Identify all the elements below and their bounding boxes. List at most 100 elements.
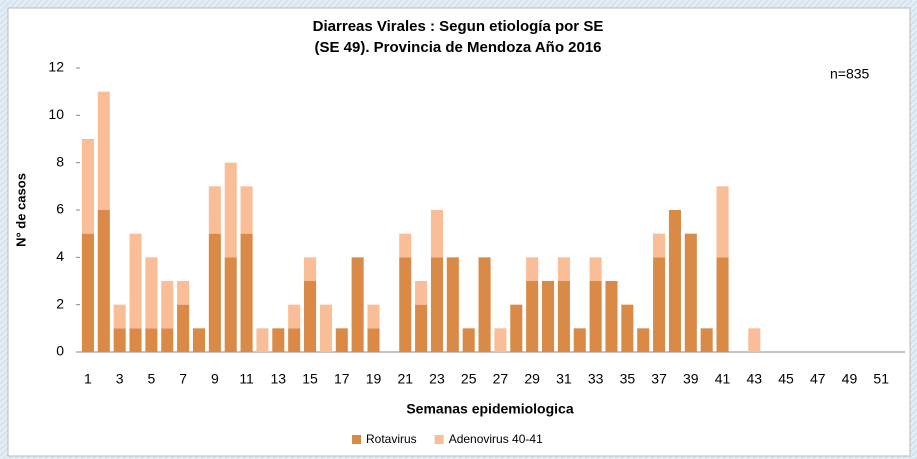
x-tick-label: 27	[493, 371, 509, 387]
x-tick-label: 17	[334, 371, 350, 387]
y-tick-label: 6	[56, 201, 64, 217]
bar	[653, 233, 666, 258]
bar	[304, 281, 317, 352]
x-tick-label: 1	[84, 371, 92, 387]
bar	[335, 328, 348, 352]
bar	[510, 304, 523, 352]
bar	[430, 257, 443, 352]
bar	[542, 281, 555, 352]
annotation: n=835	[830, 66, 870, 82]
bar	[446, 257, 459, 352]
bar	[224, 162, 237, 258]
x-tick-label: 33	[588, 371, 604, 387]
x-tick-label: 29	[524, 371, 540, 387]
bar	[192, 328, 206, 352]
bar	[367, 328, 380, 352]
bar	[272, 328, 285, 352]
bar	[319, 304, 332, 352]
bar	[478, 257, 491, 352]
bar	[494, 328, 507, 352]
bar	[399, 233, 412, 258]
x-tick-label: 45	[778, 371, 794, 387]
x-tick-label: 13	[271, 371, 287, 387]
x-tick-label: 19	[366, 371, 382, 387]
x-tick-label: 9	[211, 371, 219, 387]
bar	[97, 91, 110, 210]
bar	[113, 328, 126, 352]
bar	[399, 257, 412, 352]
bar	[256, 328, 269, 352]
y-tick-label: 8	[56, 153, 64, 169]
bar	[700, 328, 713, 352]
x-tick-label: 47	[810, 371, 826, 387]
bar	[240, 186, 253, 234]
x-tick-label: 5	[147, 371, 155, 387]
bar	[589, 281, 602, 352]
y-axis-label: N° de casos	[13, 173, 28, 247]
x-tick-label: 11	[239, 371, 254, 387]
bar	[653, 257, 666, 352]
x-tick-label: 3	[116, 371, 124, 387]
x-tick-label: 39	[683, 371, 699, 387]
legend-swatch	[434, 435, 444, 444]
bar	[716, 257, 729, 352]
x-tick-label: 21	[397, 371, 413, 387]
bar	[145, 257, 158, 329]
bar	[177, 281, 190, 305]
bar	[208, 233, 221, 352]
bar	[415, 304, 428, 352]
bar	[526, 281, 539, 352]
x-tick-label: 35	[620, 371, 636, 387]
bar	[224, 257, 237, 352]
bar	[288, 328, 301, 352]
x-tick-label: 43	[746, 371, 762, 387]
x-tick-label: 41	[715, 371, 731, 387]
bar	[161, 281, 174, 329]
bar	[288, 304, 301, 329]
bar	[304, 257, 317, 281]
x-tick-label: 7	[179, 371, 187, 387]
bar	[415, 281, 428, 305]
bar	[113, 304, 126, 329]
bar	[208, 186, 221, 234]
bar	[430, 210, 443, 258]
bar	[684, 233, 697, 352]
chart-area	[7, 7, 911, 457]
bar	[367, 304, 380, 329]
bar	[129, 328, 142, 352]
bar	[748, 328, 761, 352]
bar	[81, 233, 94, 352]
bar	[97, 210, 110, 352]
bar	[351, 257, 364, 352]
bar	[526, 257, 539, 281]
bar	[668, 210, 681, 352]
bar	[557, 281, 570, 352]
legend-swatch	[352, 435, 361, 444]
chart-title: Diarreas Virales : Segun etiología por S…	[313, 18, 604, 35]
bar	[145, 328, 158, 352]
bar	[161, 328, 174, 352]
x-tick-label: 49	[842, 371, 858, 387]
x-tick-label: 15	[302, 371, 318, 387]
bar	[589, 257, 602, 281]
y-tick-label: 12	[48, 59, 64, 75]
bar	[177, 304, 190, 352]
y-tick-label: 4	[56, 248, 64, 264]
x-axis-label: Semanas epidemiologica	[406, 401, 573, 417]
x-tick-label: 25	[461, 371, 477, 387]
bar	[129, 233, 142, 329]
bar	[557, 257, 570, 281]
bar	[462, 328, 475, 352]
x-tick-label: 37	[651, 371, 667, 387]
bar	[240, 233, 253, 352]
bar	[716, 186, 729, 258]
legend-label: Rotavirus	[366, 432, 417, 446]
x-tick-label: 23	[429, 371, 445, 387]
y-tick-label: 10	[48, 106, 64, 122]
y-tick-label: 2	[56, 295, 64, 311]
x-tick-label: 31	[556, 371, 572, 387]
x-tick-label: 51	[873, 371, 889, 387]
bar	[637, 328, 650, 352]
bar	[621, 304, 634, 352]
